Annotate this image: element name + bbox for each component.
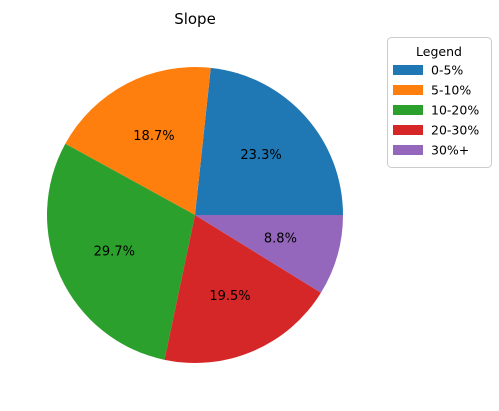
chart-title: Slope — [174, 10, 216, 28]
legend: Legend 0-5% 5-10% 10-20% 20-30% 30%+ — [387, 37, 492, 168]
percent-label: 23.3% — [240, 148, 281, 163]
pie-slices — [47, 67, 343, 363]
legend-swatch — [393, 145, 423, 155]
percent-labels: 23.3% 18.7% 29.7% 19.5% 8.8% — [94, 129, 297, 304]
percent-label: 18.7% — [133, 129, 174, 144]
legend-label: 10-20% — [431, 103, 479, 118]
legend-title: Legend — [416, 44, 462, 59]
legend-swatch — [393, 85, 423, 95]
percent-label: 19.5% — [209, 289, 250, 304]
legend-label: 20-30% — [431, 123, 479, 138]
pie-slice-5-10 — [65, 67, 211, 215]
legend-swatch — [393, 65, 423, 75]
pie-slice-20-30 — [164, 215, 321, 363]
legend-label: 30%+ — [431, 143, 469, 158]
pie-slice-30 — [195, 215, 343, 293]
pie-slice-0-5 — [195, 67, 343, 216]
pie-slice-10-20 — [47, 143, 196, 360]
percent-label: 8.8% — [264, 232, 297, 247]
legend-label: 0-5% — [431, 63, 463, 78]
legend-items: 0-5% 5-10% 10-20% 20-30% 30%+ — [393, 63, 479, 158]
legend-swatch — [393, 105, 423, 115]
legend-label: 5-10% — [431, 83, 471, 98]
percent-label: 29.7% — [94, 245, 135, 260]
legend-swatch — [393, 125, 423, 135]
